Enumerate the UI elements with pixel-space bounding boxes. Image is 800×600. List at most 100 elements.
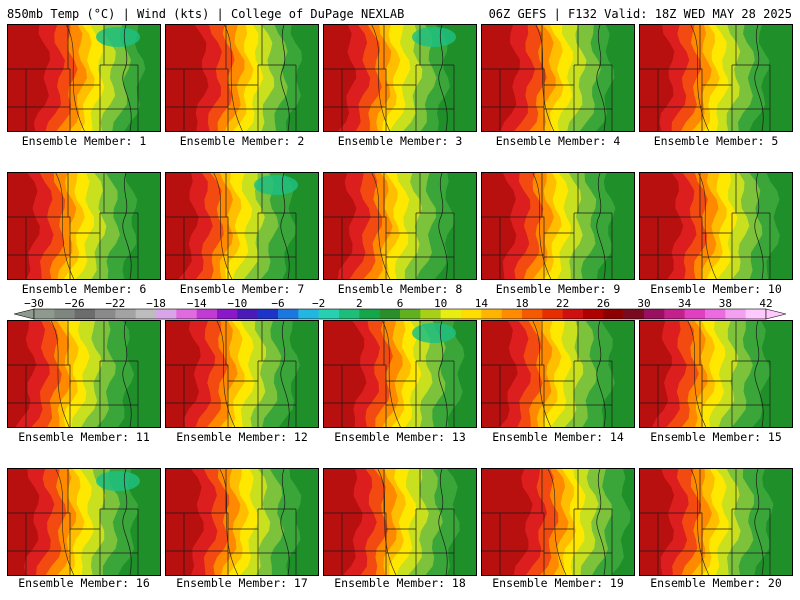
- state-boundaries: [640, 173, 771, 279]
- ensemble-member-map-15: [639, 320, 793, 428]
- ensemble-member-map-5: [639, 24, 793, 132]
- colorbar-swatch: [583, 309, 604, 319]
- ensemble-member-label: Ensemble Member: 6: [21, 282, 147, 296]
- state-boundaries: [640, 25, 771, 131]
- temperature-map: [166, 469, 318, 575]
- temperature-map: [640, 321, 792, 427]
- colorbar-swatch: [54, 309, 75, 319]
- colorbar-swatch: [684, 309, 706, 319]
- ensemble-member-map-11: [7, 320, 161, 428]
- ensemble-member-map-16: [7, 468, 161, 576]
- ensemble-member-map-18: [323, 468, 477, 576]
- colorbar-swatch: [400, 309, 421, 319]
- ensemble-member-label: Ensemble Member: 8: [337, 282, 463, 296]
- temp-band-dark_red: [166, 173, 199, 279]
- colorbar-swatch: [74, 309, 96, 319]
- ensemble-member-label: Ensemble Member: 17: [176, 576, 308, 590]
- ensemble-member-map-1: [7, 24, 161, 132]
- ensemble-member-map-12: [165, 320, 319, 428]
- ensemble-member-label: Ensemble Member: 9: [495, 282, 621, 296]
- ensemble-member-map-7: [165, 172, 319, 280]
- ensemble-member-label: Ensemble Member: 4: [495, 134, 621, 148]
- colorbar-swatch: [644, 309, 665, 319]
- isotherm-contour: [690, 25, 710, 131]
- colorbar-tick-label: −26: [64, 297, 85, 310]
- ensemble-member-map-17: [165, 468, 319, 576]
- colorbar-tick-label: 42: [759, 297, 773, 310]
- ensemble-member-label: Ensemble Member: 19: [492, 576, 624, 590]
- temperature-map: [640, 173, 792, 279]
- colorbar-swatch: [156, 309, 177, 319]
- isotherm-contour: [216, 321, 236, 427]
- state-boundaries: [8, 321, 139, 427]
- cool-pocket: [96, 471, 140, 491]
- temperature-map: [324, 173, 476, 279]
- isotherm-contour: [55, 173, 75, 279]
- colorbar-tick-label: 26: [596, 297, 610, 310]
- state-boundaries: [324, 25, 455, 131]
- colorbar-tick-label: −18: [146, 297, 166, 310]
- header-left-title: 850mb Temp (°C) | Wind (kts) | College o…: [7, 7, 405, 21]
- colorbar-swatch: [542, 309, 563, 319]
- state-boundaries: [640, 321, 771, 427]
- colorbar-tick-label: 18: [515, 297, 529, 310]
- ensemble-member-label: Ensemble Member: 15: [650, 430, 782, 444]
- ensemble-member-label: Ensemble Member: 11: [18, 430, 150, 444]
- state-boundaries: [166, 25, 297, 131]
- cool-pocket: [254, 175, 298, 195]
- colorbar-tick-label: −6: [271, 297, 285, 310]
- state-boundaries: [482, 25, 613, 131]
- temperature-map: [166, 25, 318, 131]
- colorbar-tick-label: 6: [396, 297, 404, 310]
- temp-band-dark_red: [324, 321, 367, 427]
- temperature-map: [482, 469, 634, 575]
- colorbar-swatch: [379, 309, 401, 319]
- temperature-map: [324, 25, 476, 131]
- temperature-colorbar: −30 −26 −22 −18 −14 −10 −6 −2 2 6 10 14 18 22 26 30 34 38…: [14, 297, 786, 321]
- temperature-map: [482, 25, 634, 131]
- ensemble-member-map-13: [323, 320, 477, 428]
- colorbar-swatch: [461, 309, 482, 319]
- temp-band-dark_red: [482, 25, 521, 131]
- colorbar-left-arrow: [14, 308, 35, 320]
- temperature-map: [166, 173, 318, 279]
- colorbar-tick-label: −22: [105, 297, 126, 310]
- isotherm-contour: [50, 321, 70, 427]
- colorbar-swatch: [522, 309, 543, 319]
- ensemble-member-label: Ensemble Member: 18: [334, 576, 466, 590]
- ensemble-member-label: Ensemble Member: 2: [179, 134, 305, 148]
- temp-band-dark_red: [166, 321, 201, 427]
- ensemble-member-map-9: [481, 172, 635, 280]
- colorbar-tick-label: 14: [474, 297, 488, 310]
- colorbar-tick-label: −10: [227, 297, 248, 310]
- isotherm-contour: [532, 173, 552, 279]
- isotherm-contour: [224, 25, 243, 131]
- ensemble-member-label: Ensemble Member: 20: [650, 576, 782, 590]
- state-boundaries: [640, 469, 771, 575]
- temp-band-dark_red: [8, 25, 50, 131]
- ensemble-member-label: Ensemble Member: 1: [21, 134, 147, 148]
- isotherm-contour: [690, 469, 710, 575]
- colorbar-swatch: [623, 309, 645, 319]
- temp-band-dark_red: [324, 469, 363, 575]
- state-boundaries: [482, 321, 613, 427]
- colorbar-swatch: [481, 309, 502, 319]
- state-boundaries: [324, 321, 455, 427]
- temp-band-dark_red: [482, 173, 517, 279]
- colorbar-tick-label: 2: [356, 297, 363, 310]
- ensemble-member-label: Ensemble Member: 13: [334, 430, 466, 444]
- ensemble-member-map-19: [481, 468, 635, 576]
- ensemble-member-map-20: [639, 468, 793, 576]
- colorbar-tick-label: 30: [637, 297, 651, 310]
- ensemble-member-map-14: [481, 320, 635, 428]
- isotherm-contour: [377, 469, 397, 575]
- temperature-map: [324, 469, 476, 575]
- isotherm-contour: [687, 321, 707, 427]
- ensemble-member-label: Ensemble Member: 3: [337, 134, 463, 148]
- colorbar-tick-label: −2: [312, 297, 326, 310]
- isotherm-contour: [213, 173, 233, 279]
- temperature-map: [8, 469, 160, 575]
- cool-pocket: [96, 27, 140, 47]
- temp-band-dark_red: [324, 173, 357, 279]
- temp-band-dark_red: [8, 173, 40, 279]
